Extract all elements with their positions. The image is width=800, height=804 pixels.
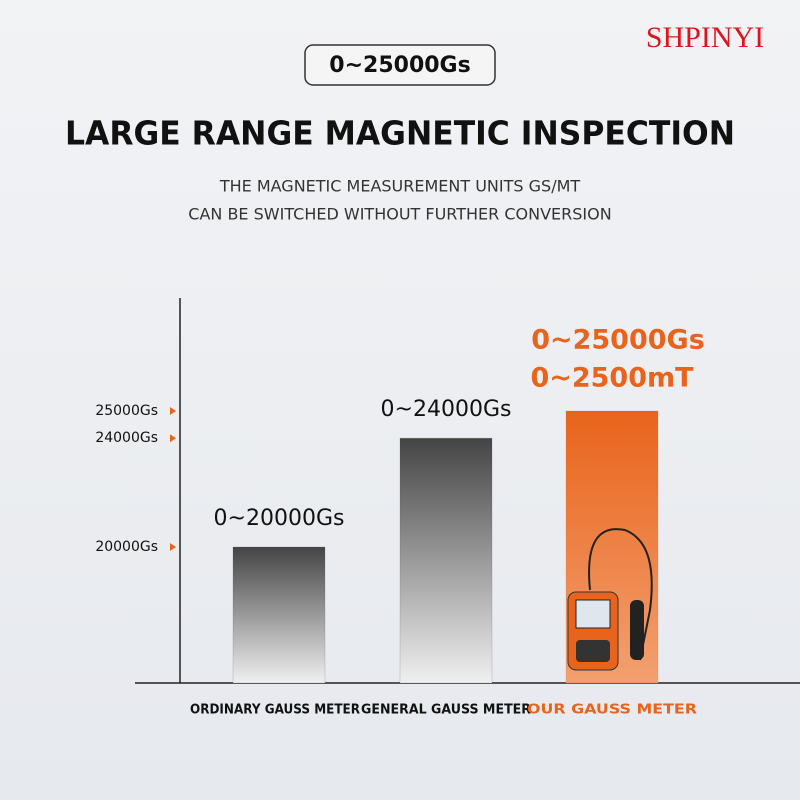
device-illustration: [576, 640, 610, 662]
bar: [232, 546, 326, 684]
device-illustration: [575, 599, 611, 629]
y-tick-label: 25000Gs: [95, 403, 158, 419]
y-tick-label: 20000Gs: [95, 539, 158, 555]
watermark: SHPINYI: [646, 21, 764, 54]
value-label: 0~24000Gs: [381, 397, 512, 422]
tick-mark: [170, 543, 176, 551]
x-tick-label: GENERAL GAUSS METER: [361, 703, 531, 718]
device-illustration: [588, 528, 653, 661]
device-illustration: [630, 600, 644, 660]
value-label: 0~20000Gs: [214, 506, 345, 531]
badge: [304, 44, 496, 86]
annotation: 0~2500mT: [530, 363, 694, 394]
value-label: 0~25000Gs: [531, 325, 705, 356]
bar: [399, 437, 493, 684]
subtitle: CAN BE SWITCHED WITHOUT FURTHER CONVERSI…: [188, 205, 611, 224]
y-tick-label: 24000Gs: [95, 430, 158, 446]
chart-title: LARGE RANGE MAGNETIC INSPECTION: [65, 114, 735, 153]
tick-mark: [170, 434, 176, 443]
x-tick-label: ORDINARY GAUSS METER: [190, 703, 360, 718]
x-tick-label: OUR GAUSS METER: [527, 703, 697, 718]
subtitle: THE MAGNETIC MEASUREMENT UNITS GS/MT: [219, 177, 581, 196]
badge-text: 0~25000Gs: [329, 53, 470, 78]
tick-mark: [170, 407, 176, 415]
